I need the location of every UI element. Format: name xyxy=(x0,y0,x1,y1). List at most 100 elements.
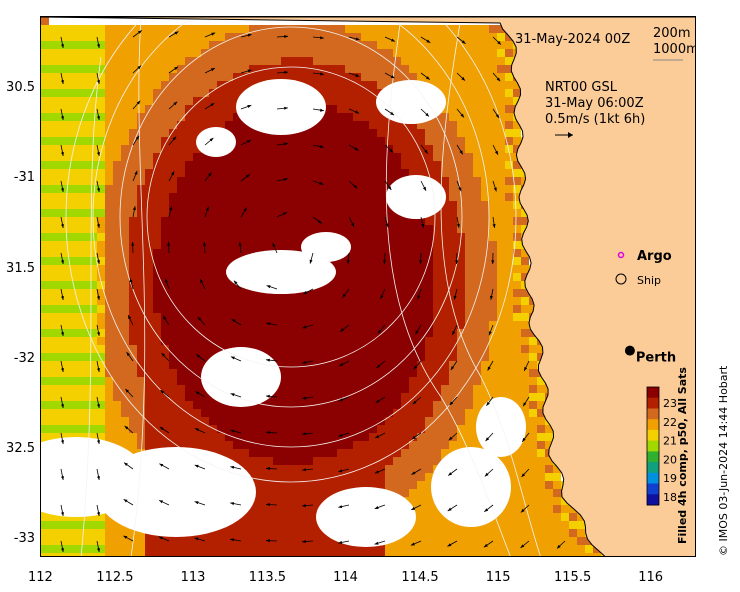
sst-cell xyxy=(249,129,257,137)
sst-cell xyxy=(193,553,201,556)
sst-cell xyxy=(233,441,241,449)
sst-cell xyxy=(417,273,425,281)
sst-cell xyxy=(49,169,57,177)
sst-cell xyxy=(425,401,433,409)
sst-cell xyxy=(441,537,449,545)
sst-cell xyxy=(265,521,273,529)
sst-cell xyxy=(281,473,289,481)
sst-cell xyxy=(225,57,233,65)
current-arrowhead xyxy=(374,506,379,509)
sst-cell xyxy=(89,425,97,433)
sst-cell xyxy=(329,193,337,201)
sst-cell xyxy=(161,425,169,433)
sst-cell xyxy=(345,233,353,241)
sst-cell xyxy=(153,65,161,73)
sst-cell xyxy=(49,537,57,545)
sst-cell xyxy=(321,457,329,465)
sst-cell xyxy=(409,257,417,265)
sst-cell xyxy=(345,57,353,65)
sst-cell xyxy=(241,553,249,556)
sst-cell xyxy=(393,153,401,161)
sst-cell xyxy=(545,553,553,556)
sst-cell xyxy=(441,449,449,457)
sst-cell xyxy=(265,241,273,249)
sst-cell xyxy=(241,337,249,345)
sst-cell xyxy=(257,41,265,49)
sst-cell xyxy=(217,113,225,121)
sst-cell xyxy=(441,289,449,297)
sst-cell xyxy=(57,265,65,273)
sst-cell xyxy=(41,401,49,409)
sst-cell xyxy=(65,89,73,97)
sst-cell xyxy=(481,137,489,145)
sst-cell xyxy=(489,57,497,65)
sst-cell xyxy=(209,73,217,81)
current-arrowhead xyxy=(375,399,380,403)
depth-label-1000m: 1000m xyxy=(653,42,696,57)
sst-cell xyxy=(393,161,401,169)
sst-cell xyxy=(457,201,465,209)
sst-cell xyxy=(457,537,465,545)
sst-cell xyxy=(57,217,65,225)
sst-cell xyxy=(113,201,121,209)
sst-cell xyxy=(521,329,529,337)
sst-cell xyxy=(377,553,385,556)
sst-cell xyxy=(393,137,401,145)
sst-cell xyxy=(65,209,73,217)
sst-cell xyxy=(169,161,177,169)
sst-cell xyxy=(65,337,73,345)
sst-cell xyxy=(401,361,409,369)
sst-cell xyxy=(217,321,225,329)
sst-cell xyxy=(553,473,561,481)
current-arrowhead xyxy=(425,76,430,80)
sst-cell xyxy=(465,425,473,433)
sst-cell xyxy=(321,353,329,361)
sst-cell xyxy=(329,433,337,441)
sst-cell xyxy=(537,441,545,449)
sst-cell xyxy=(497,25,505,33)
sst-cell xyxy=(489,137,497,145)
sst-cell xyxy=(97,369,105,377)
sst-cell xyxy=(425,145,433,153)
sst-cell xyxy=(273,161,281,169)
current-arrowhead xyxy=(134,170,138,175)
sst-cell xyxy=(129,145,137,153)
sst-cell xyxy=(449,249,457,257)
sst-cell xyxy=(449,129,457,137)
sst-cell xyxy=(41,121,49,129)
sst-cell xyxy=(329,449,337,457)
sst-cell xyxy=(265,225,273,233)
sst-cell xyxy=(81,329,89,337)
sst-cell xyxy=(393,249,401,257)
sst-cell xyxy=(313,417,321,425)
sst-cell xyxy=(361,33,369,41)
sst-cell xyxy=(57,361,65,369)
sst-cell xyxy=(97,553,105,556)
sst-cell xyxy=(441,297,449,305)
sst-cell xyxy=(385,465,393,473)
sst-cell xyxy=(473,321,481,329)
sst-cell xyxy=(153,281,161,289)
sst-cell xyxy=(169,377,177,385)
sst-cell xyxy=(281,321,289,329)
sst-cell xyxy=(97,377,105,385)
sst-cell xyxy=(561,505,569,513)
colorbar-tick-label: 18 xyxy=(663,491,677,504)
sst-cell xyxy=(225,249,233,257)
sst-cell xyxy=(305,145,313,153)
cloud-gap xyxy=(301,232,351,262)
sst-cell xyxy=(329,177,337,185)
sst-cell xyxy=(473,377,481,385)
sst-cell xyxy=(281,377,289,385)
sst-cell xyxy=(49,417,57,425)
sst-cell xyxy=(537,377,545,385)
sst-cell xyxy=(169,305,177,313)
sst-cell xyxy=(289,153,297,161)
sst-cell xyxy=(409,57,417,65)
current-arrowhead xyxy=(195,391,200,395)
sst-cell xyxy=(441,81,449,89)
sst-cell xyxy=(297,513,305,521)
sst-cell xyxy=(161,345,169,353)
sst-cell xyxy=(49,329,57,337)
sst-cell xyxy=(113,177,121,185)
